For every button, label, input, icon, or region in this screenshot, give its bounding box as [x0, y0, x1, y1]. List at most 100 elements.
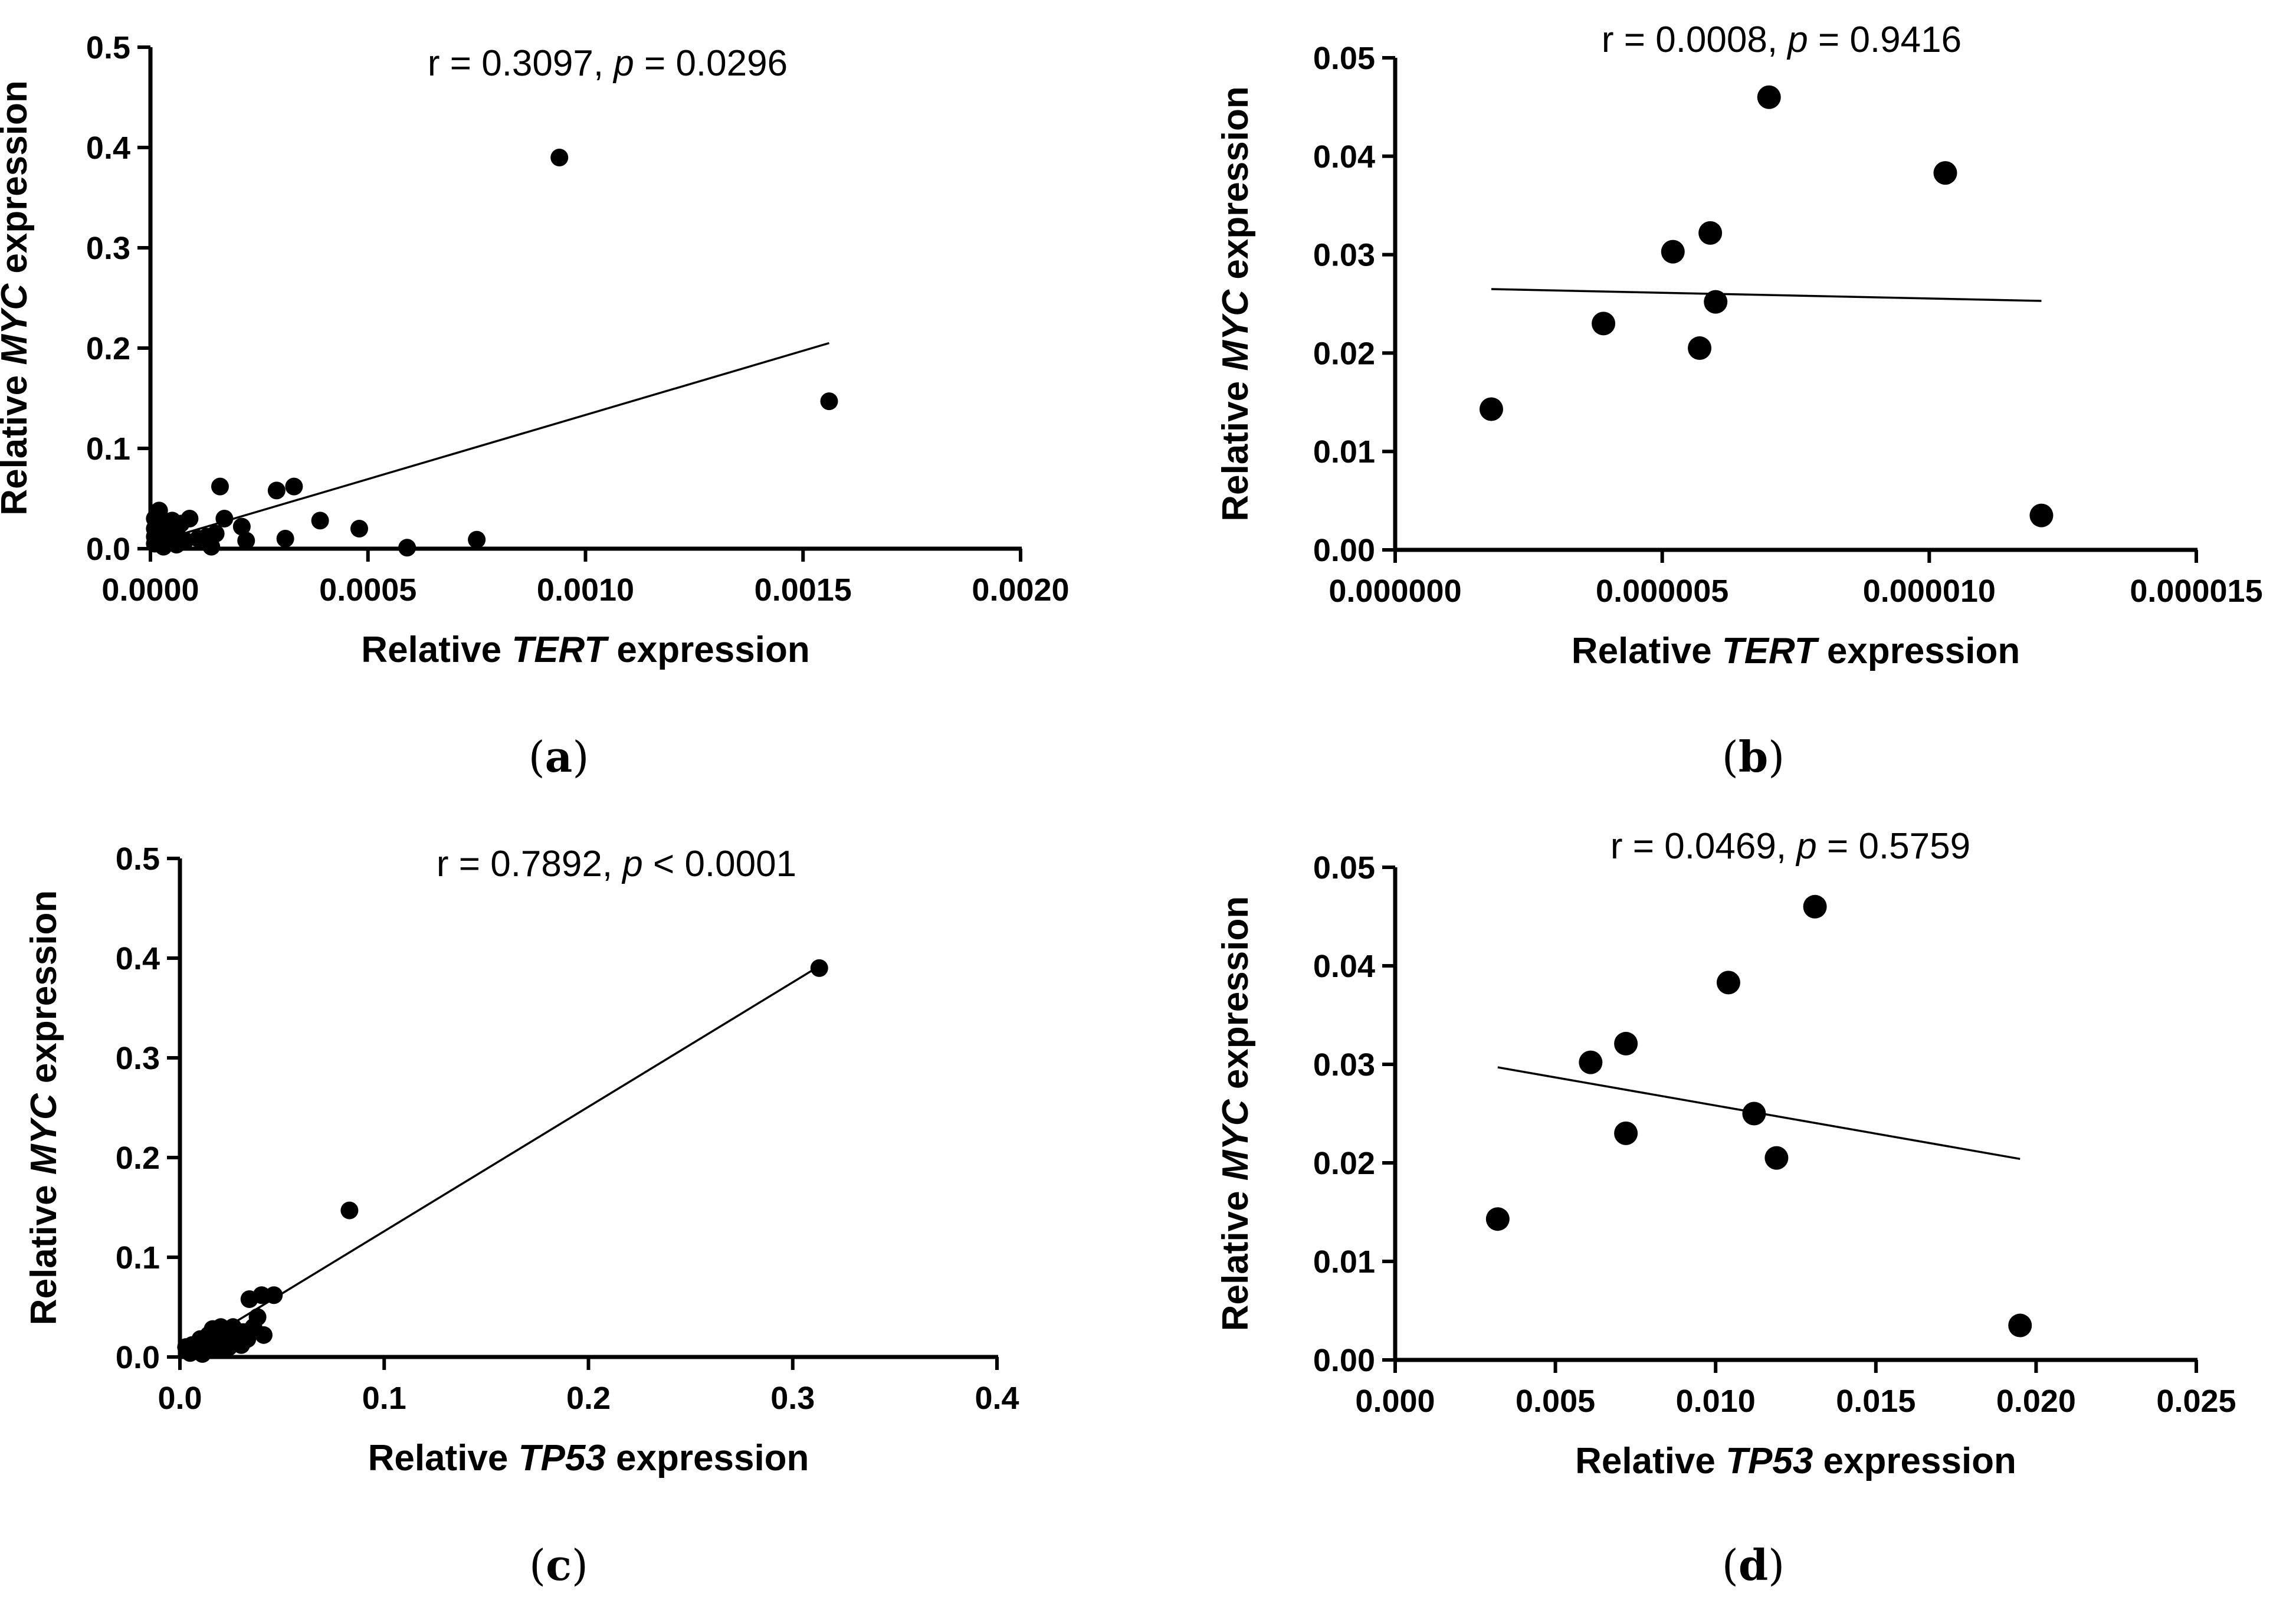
y-axis-label-d: Relative MYC expression: [1215, 896, 1256, 1331]
data-point-b-4: [1698, 221, 1723, 245]
y-axis-label-c: Relative MYC expression: [24, 890, 64, 1325]
panel-label-b: (b): [1721, 732, 1785, 782]
data-point-c-26: [254, 1326, 273, 1344]
x-tick-label-c-4: 0.4: [975, 1381, 1019, 1416]
y-tick-label-b-1: 0.01: [1313, 434, 1375, 470]
data-point-d-5: [1742, 1102, 1766, 1126]
x-axis-label-a: Relative TERT expression: [361, 630, 809, 670]
data-point-a-30: [820, 392, 838, 411]
x-tick-label-a-0: 0.0000: [101, 572, 199, 608]
panel-label-a: (a): [528, 732, 589, 782]
stats-annotation-d: r = 0.0469, p = 0.5759: [1611, 826, 1970, 867]
data-point-a-21: [237, 532, 255, 550]
data-point-d-2: [1614, 1031, 1638, 1055]
data-point-d-1: [1579, 1050, 1603, 1074]
x-axis-label-d: Relative TP53 expression: [1575, 1441, 2016, 1481]
x-tick-label-b-3: 0.000015: [2130, 573, 2262, 609]
y-tick-label-c-5: 0.5: [116, 841, 160, 877]
x-tick-label-c-3: 0.3: [770, 1381, 815, 1416]
data-point-b-5: [1704, 290, 1728, 314]
x-tick-label-a-3: 0.0015: [755, 572, 852, 608]
y-tick-label-c-2: 0.2: [116, 1140, 160, 1176]
data-point-b-8: [2029, 503, 2054, 527]
data-point-b-6: [1757, 85, 1781, 109]
data-point-c-27: [265, 1286, 283, 1304]
panel-label-c: (c): [529, 1540, 589, 1590]
y-tick-label-a-4: 0.4: [86, 130, 130, 166]
panel-label-d: (d): [1721, 1540, 1785, 1590]
data-point-d-7: [1803, 894, 1827, 919]
data-point-a-23: [276, 530, 294, 548]
x-tick-label-b-2: 0.000010: [1863, 573, 1996, 609]
y-tick-label-a-5: 0.5: [86, 30, 130, 65]
y-tick-label-c-1: 0.1: [116, 1240, 160, 1276]
data-point-a-28: [468, 530, 486, 549]
data-point-d-6: [1764, 1146, 1789, 1170]
data-point-c-25: [252, 1286, 271, 1304]
data-point-a-19: [215, 510, 234, 527]
x-tick-label-d-4: 0.020: [1996, 1384, 2076, 1419]
y-tick-label-d-3: 0.03: [1313, 1047, 1375, 1083]
x-tick-label-b-1: 0.000005: [1596, 573, 1728, 609]
y-tick-label-d-1: 0.01: [1313, 1244, 1375, 1280]
y-tick-label-c-4: 0.4: [116, 941, 160, 976]
stats-annotation-c: r = 0.7892, p < 0.0001: [437, 844, 796, 884]
stats-annotation-a: r = 0.3097, p = 0.0296: [428, 43, 788, 84]
x-axis-label-c: Relative TP53 expression: [368, 1438, 809, 1479]
data-point-c-29: [810, 959, 828, 977]
y-tick-label-d-5: 0.05: [1313, 850, 1375, 886]
data-point-b-3: [1688, 336, 1712, 360]
data-point-d-8: [2008, 1313, 2032, 1338]
x-tick-label-c-1: 0.1: [362, 1381, 406, 1416]
x-tick-label-c-2: 0.2: [566, 1381, 611, 1416]
y-tick-label-a-0: 0.0: [86, 532, 130, 567]
x-tick-label-a-4: 0.0020: [972, 572, 1069, 608]
y-tick-label-c-0: 0.0: [116, 1340, 160, 1375]
data-point-b-0: [1479, 397, 1503, 421]
data-point-a-33: [146, 520, 164, 537]
data-point-c-28: [340, 1201, 359, 1220]
y-tick-label-d-0: 0.00: [1313, 1343, 1375, 1378]
data-point-a-24: [285, 477, 303, 496]
x-tick-label-d-2: 0.010: [1676, 1384, 1756, 1419]
y-tick-label-d-2: 0.02: [1313, 1146, 1375, 1181]
x-tick-label-d-0: 0.000: [1355, 1384, 1435, 1419]
data-point-a-13: [168, 536, 186, 554]
data-point-a-25: [311, 512, 329, 530]
x-tick-label-c-0: 0.0: [158, 1381, 202, 1416]
data-point-a-17: [206, 525, 225, 543]
y-tick-label-b-5: 0.05: [1313, 41, 1375, 76]
x-tick-label-d-3: 0.015: [1836, 1384, 1915, 1419]
y-tick-label-b-4: 0.04: [1313, 139, 1375, 175]
regression-line-c: [185, 965, 820, 1353]
regression-line-b: [1491, 288, 2042, 302]
data-point-a-20: [232, 517, 251, 536]
stats-annotation-b: r = 0.0008, p = 0.9416: [1602, 19, 1962, 60]
y-tick-label-d-4: 0.04: [1313, 949, 1375, 984]
data-point-b-2: [1661, 240, 1685, 264]
y-tick-label-a-1: 0.1: [86, 431, 130, 467]
data-point-a-27: [398, 539, 416, 557]
data-point-c-24: [248, 1308, 267, 1326]
x-axis-label-b: Relative TERT expression: [1572, 631, 2020, 671]
data-point-d-4: [1716, 971, 1740, 995]
data-point-a-22: [267, 481, 286, 500]
y-tick-label-a-3: 0.3: [86, 231, 130, 266]
y-tick-label-c-3: 0.3: [116, 1041, 160, 1076]
x-tick-label-d-5: 0.025: [2156, 1384, 2236, 1419]
data-point-a-18: [211, 477, 229, 496]
regression-line-a: [159, 342, 829, 542]
y-axis-label-a: Relative MYC expression: [0, 80, 35, 515]
y-tick-label-b-3: 0.03: [1313, 238, 1375, 273]
data-point-b-1: [1592, 312, 1616, 336]
x-tick-label-b-0: 0.000000: [1329, 573, 1461, 609]
data-point-b-7: [1933, 161, 1957, 185]
y-tick-label-b-2: 0.02: [1313, 336, 1375, 371]
y-tick-label-b-0: 0.00: [1313, 533, 1375, 568]
data-point-a-26: [350, 520, 368, 537]
data-point-d-0: [1485, 1207, 1510, 1231]
y-tick-label-a-2: 0.2: [86, 331, 130, 366]
x-tick-label-a-2: 0.0010: [537, 572, 634, 608]
